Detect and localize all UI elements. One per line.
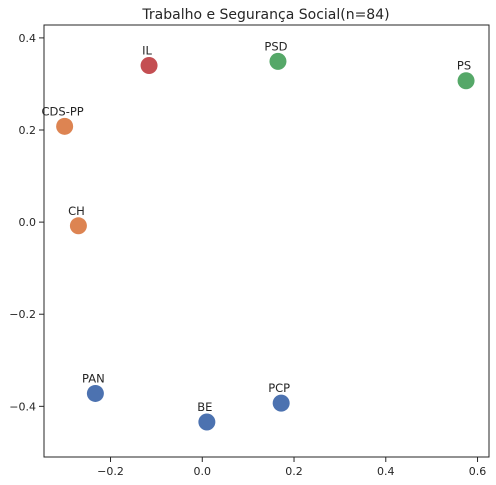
data-point-ps bbox=[457, 72, 475, 90]
data-point-pcp bbox=[272, 394, 290, 412]
x-tick-label: 0.6 bbox=[469, 465, 487, 478]
point-label: BE bbox=[197, 400, 212, 414]
data-point-be bbox=[198, 413, 216, 431]
chart-title: Trabalho e Segurança Social(n=84) bbox=[141, 7, 389, 23]
data-point-ch bbox=[69, 217, 87, 235]
point-label: PAN bbox=[82, 371, 105, 385]
x-tick-label: −0.2 bbox=[97, 465, 124, 478]
point-label: PS bbox=[457, 59, 471, 73]
data-point-psd bbox=[269, 52, 287, 70]
x-tick-label: 0.4 bbox=[377, 465, 395, 478]
y-tick-label: −0.2 bbox=[9, 308, 36, 321]
point-label: PCP bbox=[268, 381, 290, 395]
plot-frame bbox=[43, 24, 490, 458]
data-point-il bbox=[140, 57, 158, 75]
point-label: IL bbox=[142, 44, 152, 58]
y-tick-label: 0.0 bbox=[19, 216, 37, 229]
y-tick-label: 0.4 bbox=[19, 32, 37, 45]
point-label: PSD bbox=[264, 39, 287, 53]
point-label: CDS-PP bbox=[42, 104, 84, 118]
y-tick-label: −0.4 bbox=[9, 400, 36, 413]
data-point-pan bbox=[86, 384, 104, 402]
data-points: IL PSD PS CDS-PP CH PAN PCP BE bbox=[42, 39, 475, 431]
y-tick-label: 0.2 bbox=[19, 124, 37, 137]
x-tick-label: 0.0 bbox=[194, 465, 212, 478]
x-tick-label: 0.2 bbox=[285, 465, 303, 478]
point-label: CH bbox=[68, 204, 85, 218]
axes: −0.2 0.0 0.2 0.4 0.6 −0.4 −0.2 0.0 0.2 0.4 bbox=[9, 24, 490, 478]
data-point-cds-pp bbox=[56, 117, 74, 135]
